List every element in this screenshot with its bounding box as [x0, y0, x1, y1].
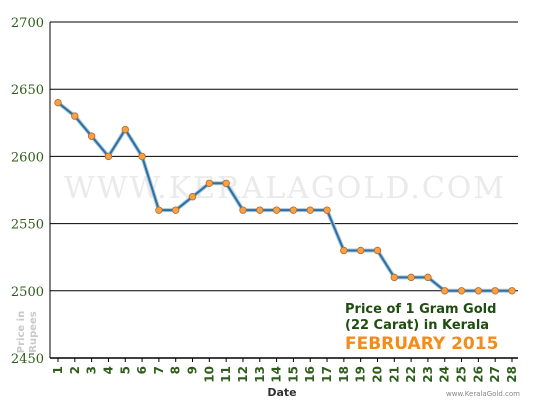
data-point	[71, 112, 79, 120]
data-point	[121, 125, 129, 134]
y-axis-label-line1: Price in	[16, 311, 27, 353]
watermark-text: WWW.KERALAGOLD.COM	[64, 171, 506, 206]
y-tick-label: 2500	[11, 285, 44, 300]
data-point	[491, 287, 499, 295]
data-point	[172, 206, 180, 214]
x-tick-label: 19	[354, 366, 368, 383]
x-tick-label: 11	[219, 366, 233, 383]
x-tick-label: 26	[471, 366, 485, 383]
y-tick-label: 2700	[11, 16, 44, 31]
x-tick-label: 27	[488, 366, 502, 383]
data-point	[323, 206, 331, 214]
site-credit: www.KeralaGold.com	[446, 390, 520, 398]
x-tick-label: 18	[337, 366, 351, 383]
x-tick-label: 3	[85, 366, 99, 374]
data-point	[356, 246, 365, 255]
data-point	[474, 287, 483, 295]
x-tick-label: 10	[202, 366, 216, 383]
data-point	[87, 132, 96, 140]
data-point	[272, 206, 281, 214]
x-tick-label: 4	[101, 366, 115, 374]
data-point	[188, 193, 197, 201]
y-axis-ticks: 2450 2500 2550 2600 2650 2700	[11, 16, 44, 367]
series-line	[56, 101, 512, 293]
data-point	[441, 287, 449, 295]
chart-subtitle: FEBRUARY 2015	[345, 334, 498, 354]
x-tick-label: 16	[303, 366, 317, 383]
data-point	[390, 273, 398, 282]
x-tick-label: 2	[68, 366, 82, 374]
x-tick-label: 23	[421, 366, 435, 383]
data-point	[205, 179, 214, 187]
chart-title-line1: Price of 1 Gram Gold	[345, 302, 496, 317]
x-tick-label: 12	[236, 366, 250, 383]
x-tick-label: 15	[286, 366, 300, 383]
data-point	[256, 206, 264, 214]
x-tick-label: 14	[270, 366, 284, 383]
data-point	[373, 246, 382, 255]
x-tick-label: 22	[404, 366, 418, 383]
x-tick-label: 6	[135, 366, 149, 374]
data-point	[340, 246, 348, 255]
x-tick-label: 24	[438, 366, 452, 383]
series-line-path	[57, 101, 512, 292]
x-tick-label: 8	[169, 366, 183, 374]
data-point	[239, 206, 247, 214]
x-tick-label: 21	[387, 366, 401, 383]
data-point	[104, 152, 113, 161]
x-axis-ticks: 1 2 3 4 5 6 7 8 9 10 11 12 13 14 15 16 17 18 19 20 21 22 23 24 2…	[51, 358, 519, 383]
x-tick-label: 28	[505, 366, 519, 383]
x-axis-label: Date	[267, 386, 296, 399]
x-tick-label: 25	[455, 366, 469, 383]
data-point	[222, 179, 230, 187]
x-tick-label: 13	[253, 366, 267, 383]
data-point	[457, 287, 466, 295]
data-point	[155, 206, 163, 214]
gridlines	[50, 21, 518, 292]
chart-title-line2: (22 Carat) in Kerala	[345, 318, 489, 333]
y-tick-label: 2600	[11, 150, 44, 165]
data-point	[138, 152, 146, 161]
data-point	[289, 206, 298, 214]
data-point	[407, 273, 415, 282]
x-tick-label: 1	[51, 366, 65, 374]
y-tick-label: 2650	[11, 83, 44, 98]
y-tick-label: 2450	[11, 352, 44, 367]
x-tick-label: 20	[370, 366, 384, 383]
x-tick-label: 17	[320, 366, 334, 383]
data-point	[54, 98, 62, 107]
series-markers	[54, 98, 516, 295]
data-point	[306, 206, 314, 214]
y-axis-label-line2: Rupees	[28, 311, 39, 353]
x-tick-label: 5	[118, 366, 132, 374]
x-tick-label: 7	[152, 366, 166, 374]
data-point	[508, 287, 516, 295]
y-tick-label: 2550	[11, 218, 44, 233]
data-point	[424, 273, 432, 282]
x-tick-label: 9	[186, 366, 200, 374]
